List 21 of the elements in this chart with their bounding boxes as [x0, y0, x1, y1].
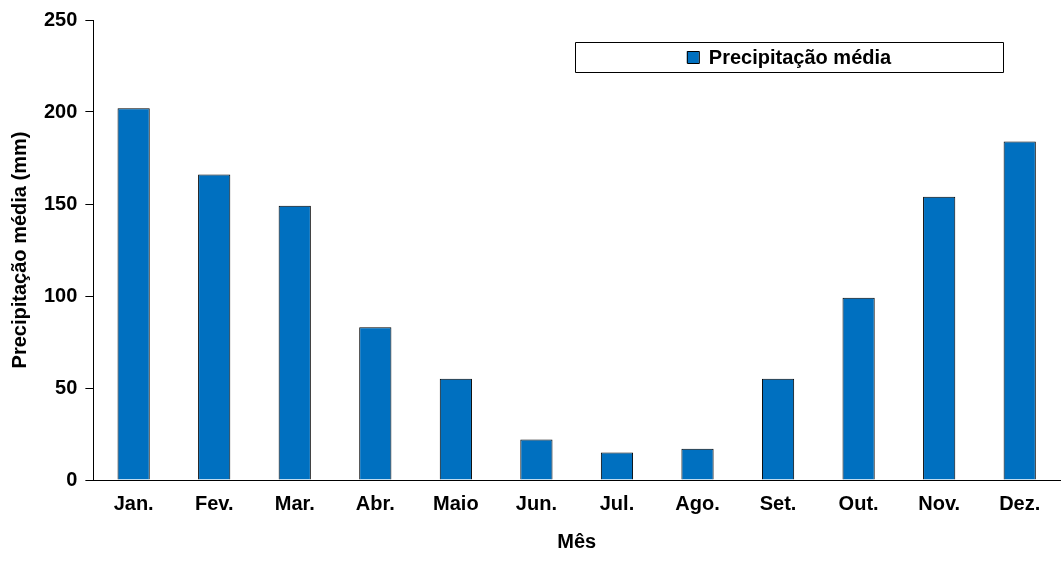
x-tick-label: Jun. [515, 491, 557, 514]
x-tick-label: Dez. [999, 491, 1041, 514]
y-axis-title: Precipitação média (mm) [7, 131, 30, 369]
x-tick-label: Jul. [599, 491, 635, 514]
y-tick-label: 200 [43, 99, 78, 122]
x-tick-label: Mar. [274, 491, 315, 514]
x-tick-label: Maio [433, 491, 479, 514]
x-tick-label: Ago. [675, 491, 720, 514]
legend-label: Precipitação média [708, 45, 893, 68]
y-tick-label: 250 [43, 7, 78, 30]
y-tick-label: 50 [55, 375, 78, 398]
x-tick-label: Set. [759, 491, 797, 514]
y-tick-label: 150 [43, 191, 78, 214]
x-tick-label: Abr. [355, 491, 395, 514]
y-tick-label: 100 [43, 283, 78, 306]
x-tick-label: Out. [838, 491, 879, 514]
x-tick-label: Jan. [113, 491, 154, 514]
y-tick-label: 0 [66, 467, 78, 490]
x-tick-label: Fev. [194, 491, 234, 514]
x-axis-title: Mês [557, 529, 597, 552]
x-tick-label: Nov. [918, 491, 961, 514]
